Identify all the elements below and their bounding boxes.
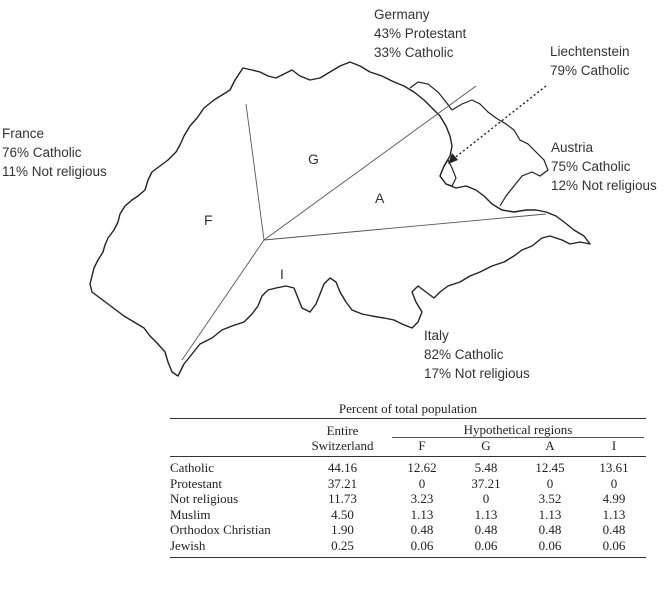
col-entire-line1: Entire [326, 422, 359, 438]
row-label: Muslim [170, 506, 211, 522]
cell: 1.13 [602, 506, 626, 522]
liechtenstein-name: Liechtenstein [550, 44, 630, 59]
cell: 1.90 [331, 522, 354, 537]
table-row: Orthodox Christian 1.90 0.48 0.48 0.48 0… [170, 522, 646, 538]
cell: 0.48 [474, 522, 498, 537]
italy-line2: 17% Not religious [424, 366, 530, 381]
region-division-lines [181, 85, 547, 361]
row-label: Orthodox Christian [170, 522, 271, 537]
row-label: Jewish [170, 537, 206, 553]
italy-line1: 82% Catholic [424, 347, 504, 362]
austria-border [451, 99, 549, 207]
cell: 1.13 [474, 506, 498, 522]
row-label: Not religious [170, 491, 239, 506]
table-row: Muslim 4.50 1.13 1.13 1.13 1.13 [170, 507, 646, 523]
region-label-f: F [204, 212, 213, 228]
table-row: Protestant 37.21 0 37.21 0 0 [170, 476, 646, 492]
cell: 1.13 [538, 506, 562, 522]
austria-line1: 75% Catholic [551, 159, 631, 174]
cell: 0 [610, 475, 618, 491]
france-name: France [2, 126, 45, 141]
region-label-a: A [375, 190, 385, 206]
table-row: Jewish 0.25 0.06 0.06 0.06 0.06 [170, 538, 646, 554]
germany-line1: 43% Protestant [374, 26, 467, 41]
italy-label: Italy 82% Catholic 17% Not religious [424, 326, 530, 383]
germany-name: Germany [374, 7, 430, 22]
table-bottom-rule [170, 557, 646, 558]
austria-label: Austria 75% Catholic 12% Not religious [551, 138, 657, 195]
cell: 1.13 [410, 506, 434, 522]
germany-border [409, 81, 453, 111]
austria-line2: 12% Not religious [551, 178, 657, 193]
liechtenstein-label: Liechtenstein 79% Catholic [550, 42, 630, 80]
table-row: Not religious 11.73 3.23 0 3.52 4.99 [170, 491, 646, 507]
cell: 12.62 [407, 460, 437, 475]
cell: 0.06 [602, 537, 626, 553]
cell: 0 [546, 475, 554, 491]
cell: 0 [482, 491, 490, 506]
cell: 44.16 [327, 460, 358, 475]
cell: 12.45 [535, 460, 565, 475]
col-header-f: F [390, 438, 454, 457]
germany-label: Germany 43% Protestant 33% Catholic [374, 5, 466, 62]
region-label-g: G [308, 151, 319, 167]
col-group-header: Hypothetical regions [392, 422, 644, 438]
cell: 0.06 [538, 537, 562, 553]
liechtenstein-line1: 79% Catholic [550, 63, 630, 78]
col-entire-line2: Switzerland [295, 438, 390, 457]
switzerland-map [89, 61, 591, 377]
cell: 13.61 [599, 460, 629, 475]
table-row: Catholic 44.16 12.62 5.48 12.45 13.61 [170, 460, 646, 476]
row-label: Protestant [170, 475, 222, 491]
col-header-a: A [518, 438, 582, 457]
cell: 11.73 [328, 491, 357, 506]
liechtenstein-arrow [448, 85, 547, 164]
france-label: France 76% Catholic 11% Not religious [2, 124, 107, 181]
cell: 0.48 [538, 522, 562, 537]
france-line2: 11% Not religious [2, 164, 107, 179]
cell: 5.48 [474, 460, 498, 475]
region-label-i: I [280, 266, 284, 282]
cell: 3.23 [410, 491, 434, 506]
liechtenstein-outline [439, 158, 457, 187]
table-caption: Percent of total population [170, 400, 646, 419]
cell: 37.21 [327, 475, 358, 491]
cell: 37.21 [471, 475, 501, 491]
religion-table: Percent of total population Entire Hypot… [170, 400, 646, 558]
austria-name: Austria [551, 140, 594, 155]
row-label: Catholic [170, 460, 215, 475]
col-header-i: I [582, 438, 646, 457]
cell: 0 [418, 475, 426, 491]
cell: 0.25 [331, 537, 354, 553]
cell: 0.06 [410, 537, 434, 553]
france-line1: 76% Catholic [2, 145, 82, 160]
cell: 4.99 [602, 491, 626, 506]
cell: 0.06 [474, 537, 498, 553]
cell: 0.48 [602, 522, 626, 537]
switzerland-outline [89, 61, 591, 377]
cell: 3.52 [538, 491, 562, 506]
germany-line2: 33% Catholic [374, 45, 454, 60]
italy-name: Italy [424, 328, 449, 343]
cell: 0.48 [410, 522, 434, 537]
cell: 4.50 [331, 506, 354, 522]
col-header-g: G [454, 438, 518, 457]
